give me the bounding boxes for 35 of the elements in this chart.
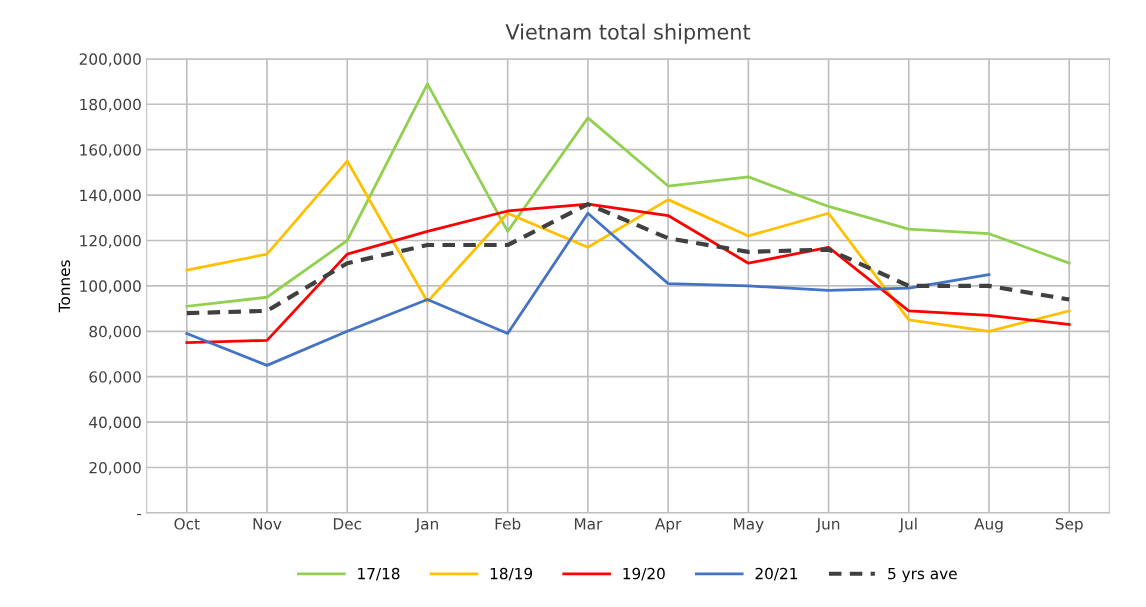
y-tick-label: 160,000 xyxy=(80,144,141,158)
y-tick-label: 180,000 xyxy=(80,98,141,112)
legend-label: 20/21 xyxy=(755,567,798,581)
x-tick-label: Jan xyxy=(414,518,438,533)
legend-label: 5 yrs ave xyxy=(888,568,957,583)
x-tick-label: May xyxy=(734,518,764,533)
line-series xyxy=(185,82,1071,308)
x-tick-label: Nov xyxy=(253,518,282,530)
x-tick-label: Jul xyxy=(898,517,917,533)
x-tick-label: Dec xyxy=(333,518,362,530)
y-tick-label: 120,000 xyxy=(80,234,141,249)
y-tick-label: 60,000 xyxy=(89,371,141,385)
x-tick-label: Sep xyxy=(1055,518,1083,533)
line-series xyxy=(185,211,991,367)
y-tick-label: 200,000 xyxy=(79,53,141,67)
legend-label: 17/18 xyxy=(358,567,400,581)
y-tick-label: 80,000 xyxy=(89,325,141,339)
line-series xyxy=(185,159,1071,333)
line-series xyxy=(184,202,1072,316)
y-tick-label: 100,000 xyxy=(80,280,141,294)
legend-label: 19/20 xyxy=(623,567,665,581)
x-tick-label: Mar xyxy=(574,518,603,530)
legend-label: 18/19 xyxy=(490,567,533,581)
y-tick-label: - xyxy=(137,513,142,516)
x-tick-label: Apr xyxy=(655,518,682,533)
y-tick-label: 40,000 xyxy=(89,416,141,430)
x-tick-label: Feb xyxy=(495,517,521,530)
y-tick-label: 20,000 xyxy=(89,461,141,476)
x-tick-label: Aug xyxy=(974,518,1003,533)
line-series xyxy=(185,202,1071,345)
chart-title: Vietnam total shipment xyxy=(505,23,751,44)
y-axis-title: Tonnes xyxy=(58,260,71,313)
x-tick-label: Oct xyxy=(174,518,200,530)
y-tick-label: 140,000 xyxy=(80,189,141,203)
x-tick-label: Jun xyxy=(815,518,840,533)
